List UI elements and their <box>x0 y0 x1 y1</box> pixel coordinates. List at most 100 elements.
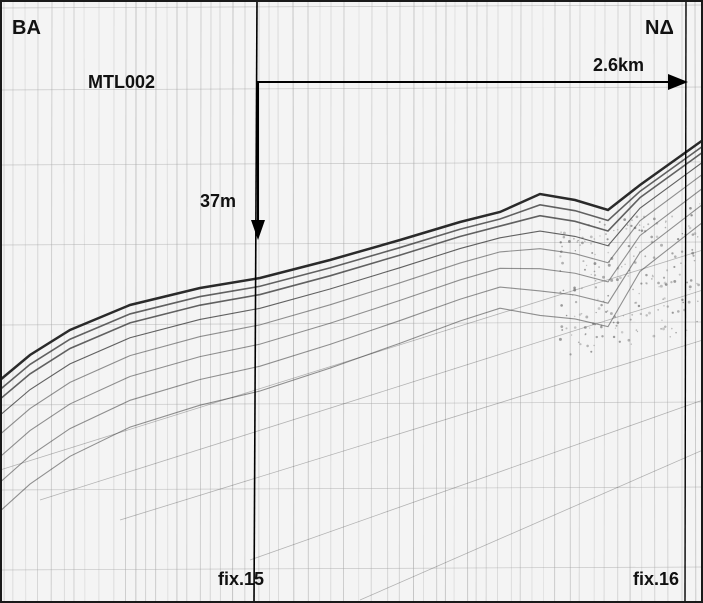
noise-dot <box>659 284 663 288</box>
noise-dot <box>585 315 589 319</box>
noise-dot <box>638 224 641 226</box>
trace-line <box>24 0 27 603</box>
noise-dot <box>689 206 692 210</box>
trace-line <box>292 0 295 603</box>
scale-line <box>0 86 703 91</box>
noise-dot <box>664 283 668 286</box>
noise-dot <box>676 310 680 313</box>
noise-dot <box>635 246 637 249</box>
noise-dot <box>573 326 577 329</box>
trace-line <box>209 0 212 603</box>
noise-dot <box>692 254 695 257</box>
noise-dot <box>582 260 585 263</box>
noise-dot <box>635 301 638 304</box>
noise-dot <box>569 353 572 356</box>
noise-dot <box>675 331 677 334</box>
arrow-down-icon <box>251 220 265 240</box>
noise-dot <box>559 241 562 244</box>
trace-line <box>603 0 606 603</box>
noise-dot <box>624 263 626 266</box>
noise-dot <box>615 324 618 327</box>
fix-15-label: fix.15 <box>218 569 265 589</box>
noise-dot <box>630 343 632 345</box>
noise-dot <box>604 233 607 236</box>
noise-dot <box>688 226 692 230</box>
reflector-line <box>0 151 703 400</box>
noise-dot <box>581 287 583 290</box>
noise-dot <box>613 315 617 318</box>
noise-dot <box>645 314 648 317</box>
deep-reflector <box>359 449 703 601</box>
noise-dot <box>680 262 682 264</box>
noise-dot <box>573 315 576 318</box>
noise-dot <box>587 223 590 227</box>
noise-dot <box>585 264 588 267</box>
noise-dot <box>623 218 627 222</box>
noise-dot <box>594 286 598 289</box>
noise-dot <box>628 269 631 272</box>
noise-dot <box>670 281 673 284</box>
depth-label: 37m <box>200 191 237 211</box>
fix-markers <box>253 0 687 603</box>
noise-dot <box>638 292 640 295</box>
noise-dot <box>616 321 620 324</box>
noise-dot <box>642 215 646 218</box>
noise-dot <box>690 214 693 217</box>
trace-line <box>640 0 643 603</box>
noise-dot <box>620 266 623 268</box>
noise-dot <box>597 307 601 310</box>
noise-dot <box>663 304 665 307</box>
trace-line <box>466 0 469 603</box>
noise-dot <box>590 273 592 276</box>
trace-line <box>398 0 401 603</box>
noise-dot <box>691 233 695 236</box>
noise-dot <box>602 300 605 302</box>
acoustic-noise <box>558 203 701 356</box>
trace-line <box>666 0 669 603</box>
right-corner-label: NΔ <box>645 17 674 39</box>
noise-dot <box>682 301 685 304</box>
noise-dot <box>633 226 637 230</box>
noise-dot <box>595 311 597 314</box>
vertical-trace-lines <box>3 0 697 603</box>
noise-dot <box>598 221 601 224</box>
noise-dot <box>612 335 616 339</box>
scale-line <box>0 241 703 246</box>
noise-dot <box>686 281 689 284</box>
noise-dot <box>608 261 611 263</box>
noise-dot <box>669 336 671 338</box>
noise-dot <box>673 255 677 258</box>
reflector-line <box>0 173 703 435</box>
noise-dot <box>648 311 651 315</box>
noise-dot <box>643 229 647 233</box>
noise-dot <box>599 235 601 237</box>
noise-dot <box>574 250 576 252</box>
noise-dot <box>619 276 622 280</box>
noise-dot <box>589 235 593 239</box>
noise-dot <box>631 219 633 222</box>
noise-dot <box>559 255 562 258</box>
noise-dot <box>663 297 666 300</box>
noise-dot <box>671 215 674 218</box>
noise-dot <box>681 298 684 302</box>
noise-dot <box>689 288 691 291</box>
noise-dot <box>609 312 613 315</box>
noise-dot <box>650 240 654 244</box>
noise-dot <box>584 333 587 336</box>
noise-dot <box>697 300 699 303</box>
noise-dot <box>612 321 615 324</box>
noise-dot <box>591 322 595 326</box>
noise-dot <box>579 228 581 231</box>
noise-dot <box>644 255 647 258</box>
noise-dot <box>607 251 610 254</box>
noise-dot <box>627 338 631 342</box>
noise-dot <box>651 274 654 277</box>
noise-dot <box>658 286 660 288</box>
noise-dot <box>608 244 610 247</box>
noise-dot <box>671 327 673 330</box>
deep-reflector <box>0 249 703 471</box>
noise-dot <box>605 310 608 314</box>
noise-dot <box>640 229 644 232</box>
noise-dot <box>638 229 641 232</box>
